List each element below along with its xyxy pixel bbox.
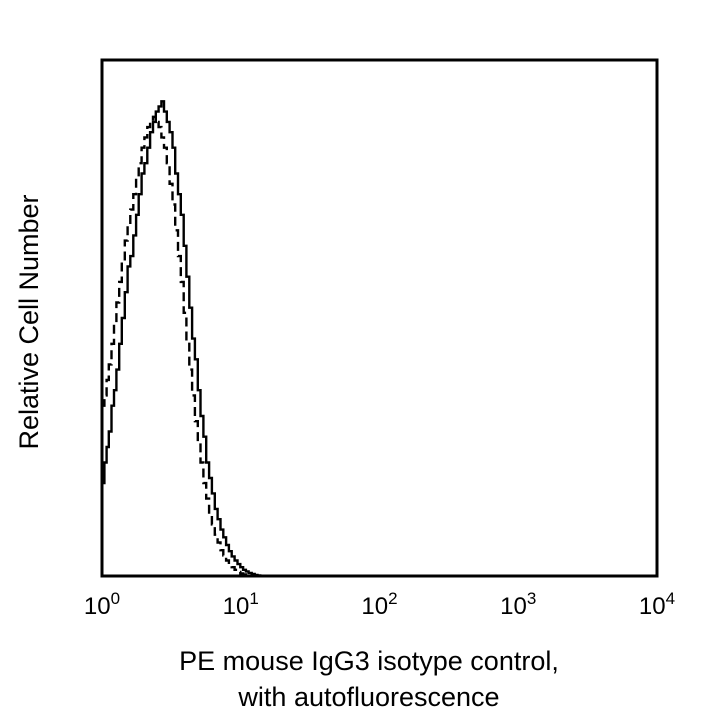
histogram-dashed-series [102,115,266,578]
x-tick-label: 103 [500,589,536,620]
x-axis-ticks: 100 101 102 103 104 [84,589,675,620]
y-axis-title: Relative Cell Number [14,194,44,449]
x-tick-label: 101 [223,589,259,620]
x-axis-title-line-2: with autofluorescence [237,682,499,712]
plot-frame [100,58,659,578]
x-tick-label: 104 [639,589,675,620]
x-axis-title-line-1: PE mouse IgG3 isotype control, [179,646,559,676]
series-layer [102,100,266,578]
x-tick-label: 100 [84,589,120,620]
x-tick-label: 102 [361,589,397,620]
histogram-solid-series [102,100,266,578]
